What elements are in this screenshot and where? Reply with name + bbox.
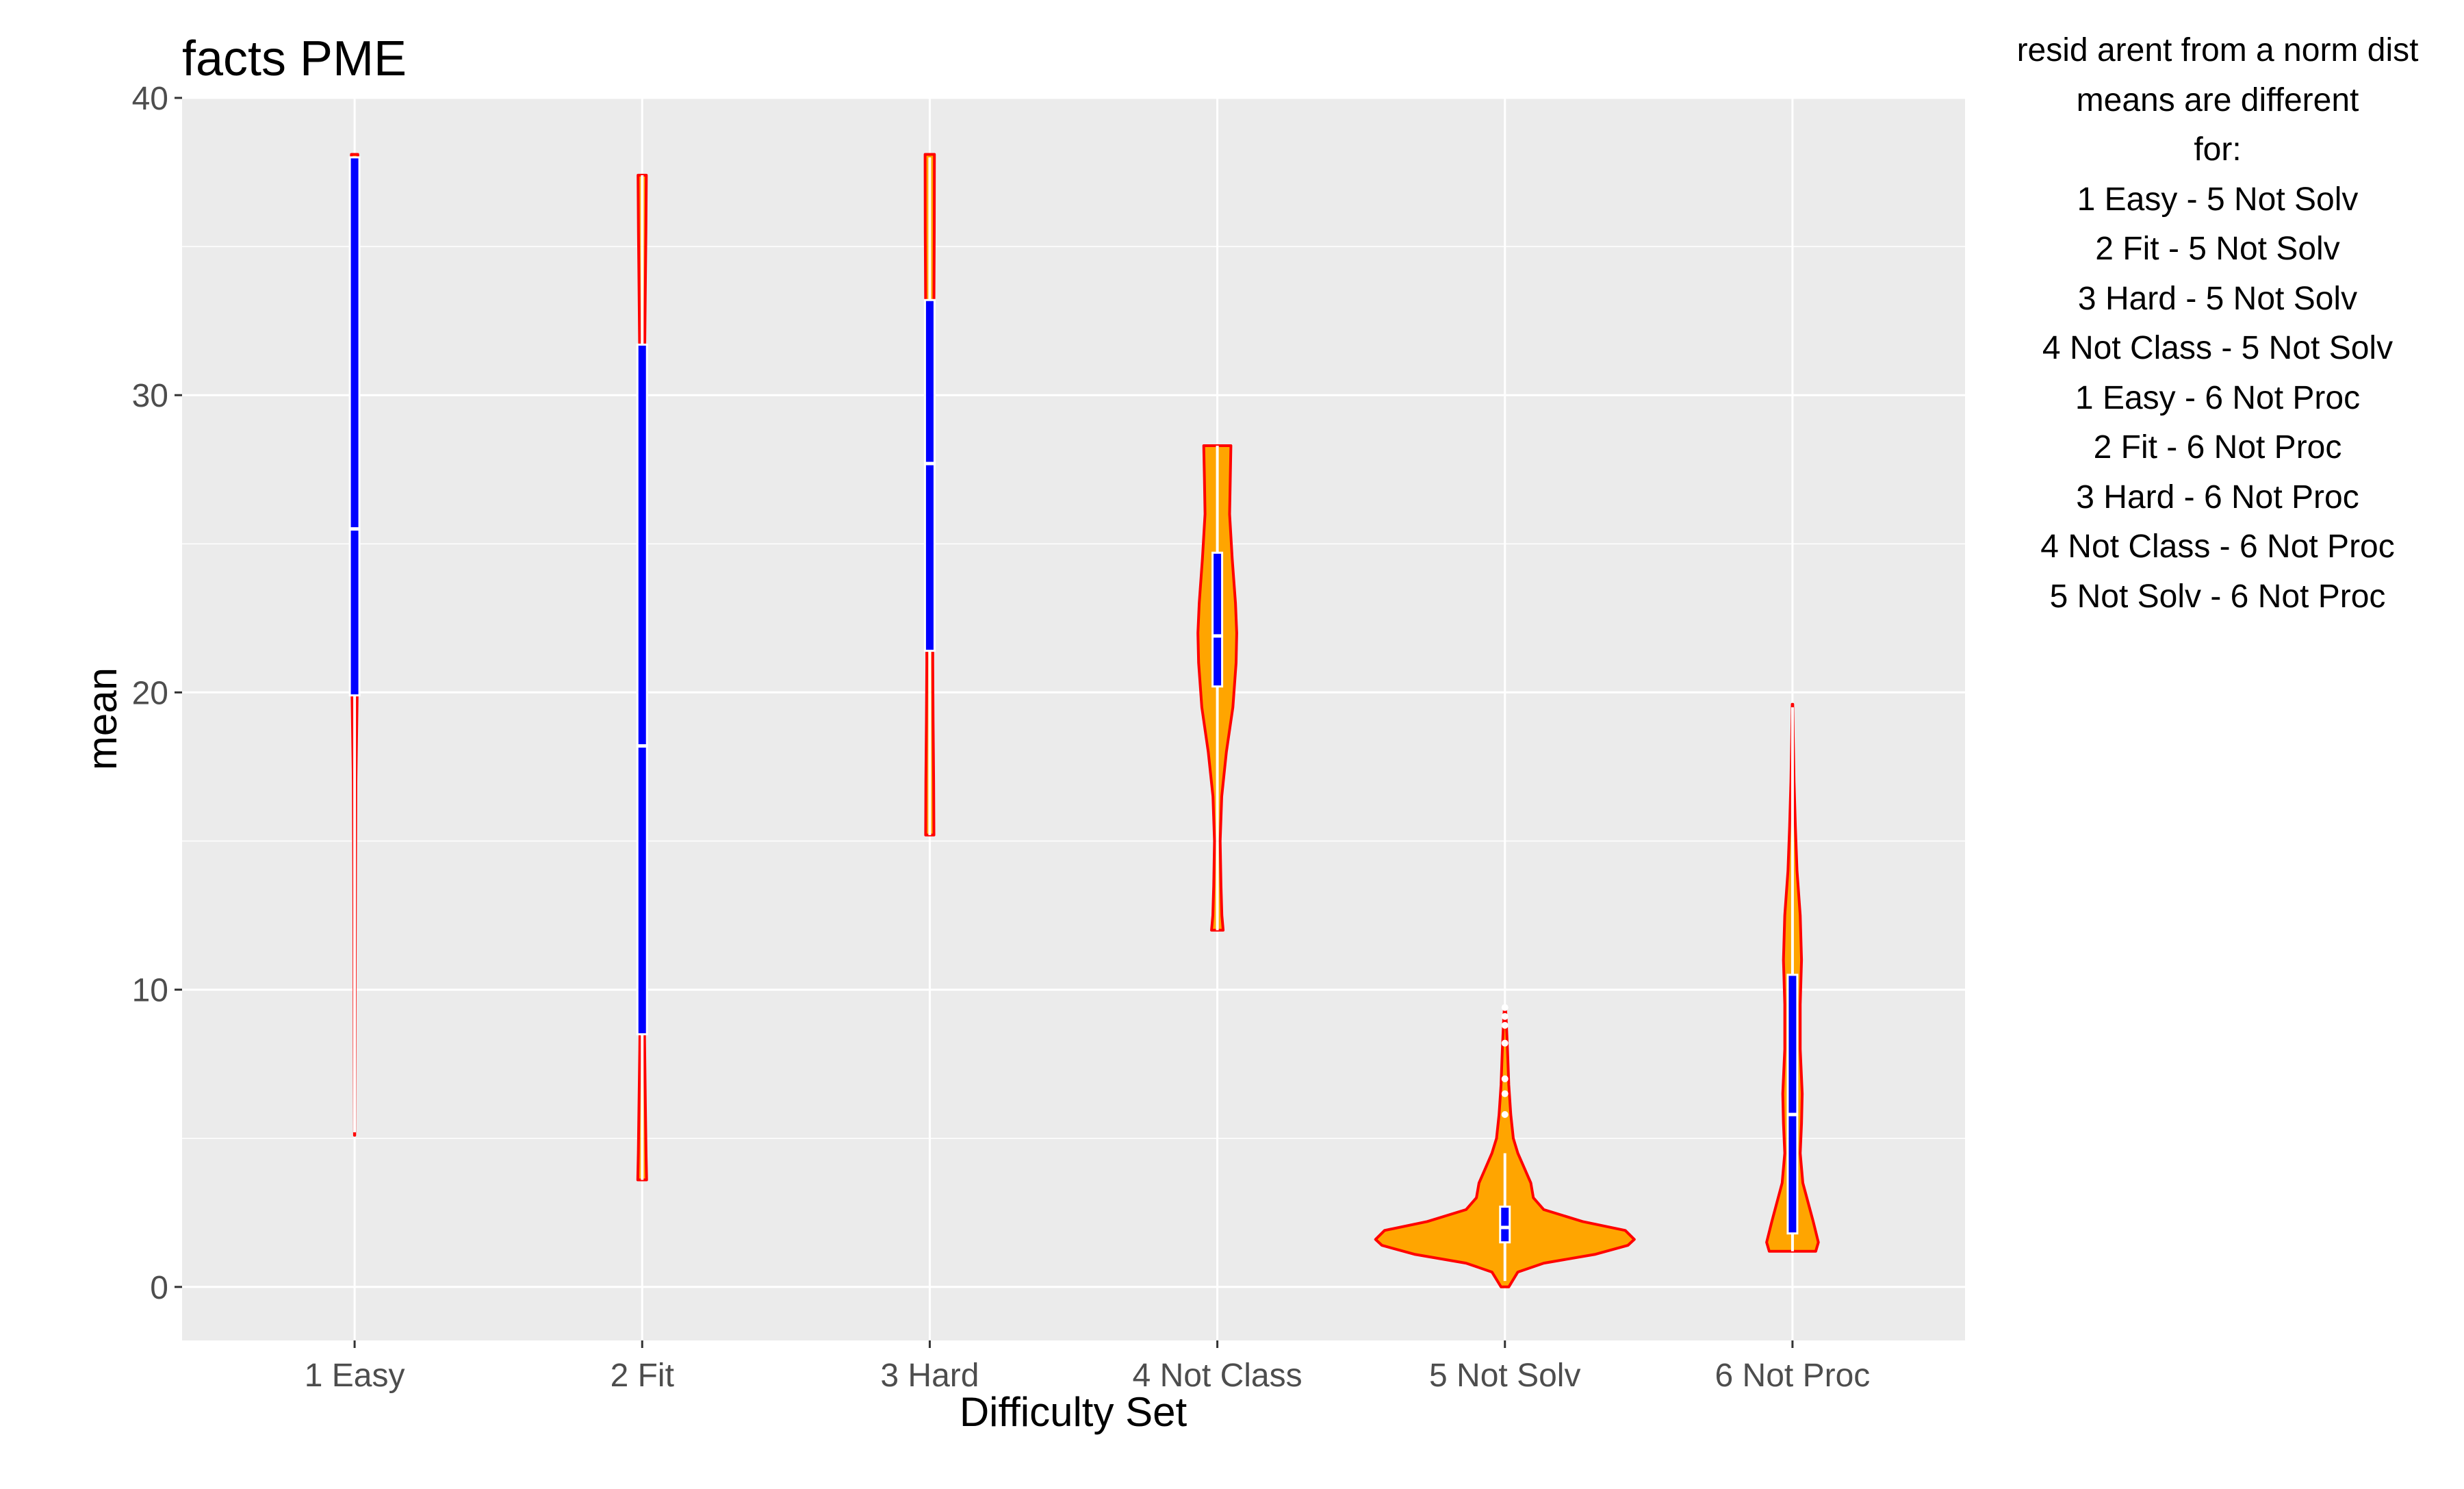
axes: 0 10 20 30 40 1 Easy 2 Fit 3 Hard 4 Not Class 5 N… [132, 81, 1871, 1394]
annotation-line: 4 Not Class - 6 Not Proc [2040, 529, 2395, 565]
significance-annotation: resid arent from a norm dist means are di… [1971, 26, 2464, 622]
outlier-point [1501, 1004, 1509, 1011]
x-tick-label: 3 Hard [880, 1358, 979, 1394]
x-tick-label: 5 Not Solv [1429, 1358, 1580, 1394]
plot-panel [182, 98, 1965, 1340]
x-tick-label: 6 Not Proc [1715, 1358, 1871, 1394]
violins [348, 153, 1820, 1288]
annotation-line: 3 Hard - 5 Not Solv [2077, 280, 2358, 317]
box-iqr [348, 156, 361, 697]
violin-2-fit [636, 173, 648, 1182]
chart-title: facts PME [182, 31, 407, 86]
violin-6-not-proc [1765, 702, 1820, 1253]
x-tick-label: 4 Not Class [1133, 1358, 1302, 1394]
outlier-point [1501, 1039, 1509, 1047]
violin-3-hard [923, 153, 936, 837]
annotation-line: 3 Hard - 6 Not Proc [2076, 479, 2359, 516]
box-iqr [1211, 551, 1224, 688]
violin-4-not-class [1196, 444, 1238, 932]
outlier-point [1501, 1013, 1509, 1020]
box-iqr [1786, 973, 1799, 1235]
y-tick-label: 0 [150, 1270, 168, 1306]
violin-1-easy [348, 153, 361, 1137]
outlier-point [1501, 1021, 1509, 1029]
annotation-line: 5 Not Solv - 6 Not Proc [2049, 578, 2386, 615]
y-axis-label: mean [79, 667, 125, 770]
box-iqr [923, 298, 936, 652]
outlier-point [1501, 1111, 1509, 1118]
annotation-line: 2 Fit - 6 Not Proc [2093, 429, 2342, 466]
annotation-line: 1 Easy - 6 Not Proc [2075, 379, 2361, 416]
annotation-line: 2 Fit - 5 Not Solv [2095, 231, 2340, 267]
violin-5-not-solv [1374, 1004, 1636, 1288]
y-tick-label: 20 [132, 675, 168, 711]
y-tick-label: 30 [132, 378, 168, 414]
outlier-point [1501, 1075, 1509, 1082]
x-tick-label: 2 Fit [611, 1358, 674, 1394]
y-tick-label: 40 [132, 81, 168, 117]
x-axis-label: Difficulty Set [960, 1389, 1188, 1435]
outlier-point [1501, 1090, 1509, 1097]
annotation-line: 1 Easy - 5 Not Solv [2077, 181, 2359, 218]
annotation-line: resid arent from a norm dist [2016, 32, 2419, 68]
x-tick-label: 1 Easy [305, 1358, 405, 1394]
annotation-line: 4 Not Class - 5 Not Solv [2042, 330, 2394, 366]
annotation-line: means are different [2076, 81, 2359, 118]
box-iqr [636, 343, 648, 1036]
y-tick-label: 10 [132, 973, 168, 1009]
box-iqr [1499, 1206, 1511, 1244]
annotation-line: for: [2194, 131, 2242, 168]
